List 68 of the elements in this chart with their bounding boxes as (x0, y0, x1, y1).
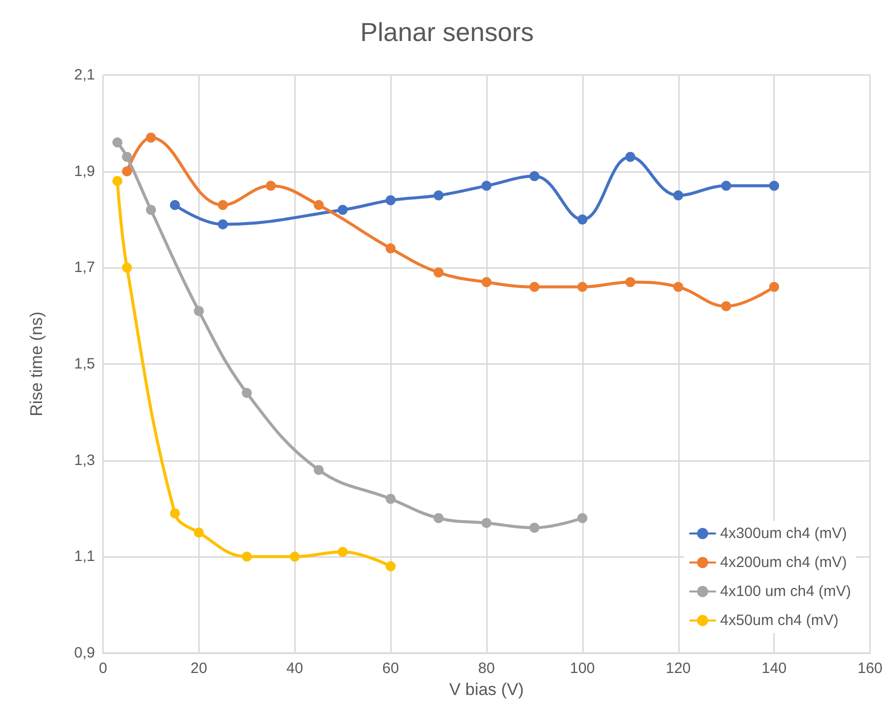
point (529, 282, 540, 292)
point (338, 546, 348, 557)
y-tick-label: 1,9 (74, 162, 95, 180)
point (146, 132, 156, 143)
y-axis-title: Rise time (ns) (27, 312, 46, 416)
point (170, 200, 180, 210)
point (434, 267, 444, 278)
point (112, 137, 122, 148)
point (386, 561, 396, 572)
x-tick-label: 0 (98, 660, 108, 677)
point (194, 528, 204, 538)
x-tick-label: 40 (286, 660, 304, 677)
point (218, 219, 228, 230)
point (218, 200, 228, 210)
point (577, 282, 588, 292)
point (386, 494, 396, 504)
point (529, 522, 540, 533)
point (314, 200, 324, 210)
y-tick-label: 1,5 (74, 356, 95, 372)
legend-label: 4x200um ch4 (mV) (720, 554, 847, 571)
x-tick-label: 160 (857, 660, 883, 677)
point (242, 388, 252, 398)
x-tick-label: 100 (570, 660, 595, 677)
legend-label: 4x50um ch4 (mV) (720, 612, 838, 629)
point (625, 277, 636, 288)
point (721, 301, 732, 312)
x-tick-label: 80 (478, 660, 495, 677)
legend-label: 4x300um ch4 (mV) (720, 525, 847, 542)
point (529, 171, 540, 182)
x-tick-label: 60 (382, 660, 399, 677)
y-tick-label: 1,7 (74, 259, 95, 276)
point (146, 204, 156, 215)
point (290, 552, 300, 562)
point (434, 513, 444, 524)
point (194, 306, 204, 316)
point (434, 190, 444, 200)
point (482, 277, 492, 288)
point (122, 166, 132, 176)
point (577, 513, 588, 524)
point (314, 464, 324, 475)
y-tick-label: 1,1 (74, 548, 95, 566)
x-tick-label: 140 (762, 660, 787, 677)
point (122, 262, 132, 273)
point (386, 243, 396, 254)
y-tick-label: 2,1 (74, 66, 95, 84)
legend-label: 4x100 um ch4 (mV) (720, 583, 852, 600)
chart-title: Planar sensors (360, 17, 534, 47)
x-tick-label: 20 (190, 660, 208, 677)
x-tick-label: 120 (666, 660, 691, 677)
point (673, 282, 684, 292)
point (386, 195, 396, 206)
point (112, 176, 122, 186)
point (769, 180, 780, 191)
point (266, 180, 276, 191)
point (625, 152, 636, 162)
point (482, 180, 492, 191)
point (170, 508, 180, 518)
point (242, 552, 252, 562)
y-tick-label: 1,3 (74, 452, 95, 469)
x-axis-title: V bias (V) (449, 680, 524, 699)
point (673, 190, 684, 200)
point (122, 152, 132, 162)
point (577, 214, 588, 224)
point (721, 180, 732, 191)
point (482, 518, 492, 528)
point (338, 204, 348, 215)
y-tick-label: 0,9 (74, 644, 95, 662)
point (769, 282, 780, 292)
